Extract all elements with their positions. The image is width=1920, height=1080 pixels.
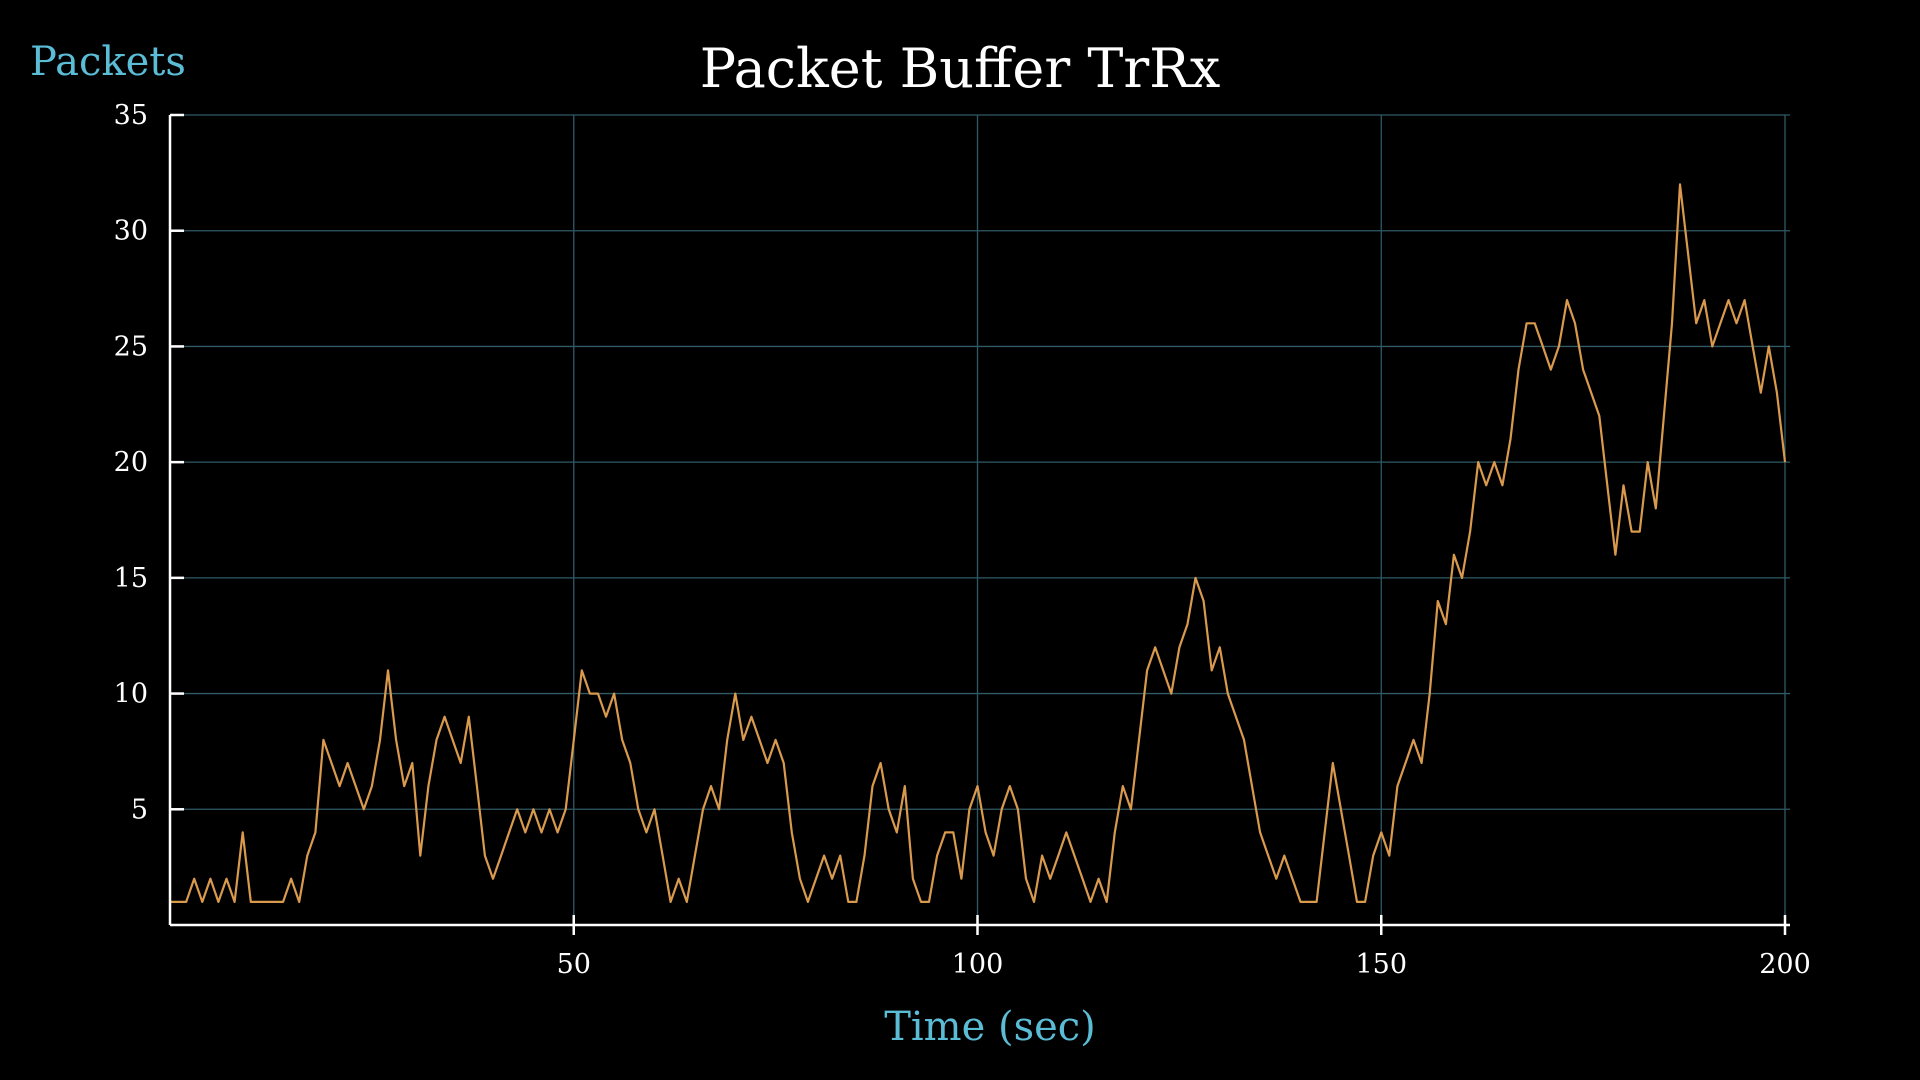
- axes: [168, 113, 1790, 935]
- series-layer: [170, 183, 1787, 903]
- y-tick-label: 15: [114, 563, 148, 594]
- y-tick-label: 25: [114, 331, 148, 362]
- y-tick-label: 5: [131, 794, 148, 825]
- y-axis-label: Packets: [30, 39, 186, 85]
- x-axis-label: Time (sec): [884, 1004, 1096, 1050]
- y-tick-label: 20: [114, 447, 148, 478]
- x-tick-label: 100: [952, 949, 1004, 980]
- series-line-0: [170, 183, 1787, 903]
- tick-labels: 50 100 150 200 5 10 15 20 25 30 35: [114, 100, 1811, 980]
- x-tick-label: 150: [1355, 949, 1407, 980]
- y-tick-label: 35: [114, 100, 148, 131]
- y-tick-label: 10: [114, 679, 148, 710]
- x-tick-label: 200: [1759, 949, 1811, 980]
- grid: [170, 114, 1790, 925]
- y-tick-label: 30: [114, 216, 148, 247]
- chart-title: Packet Buffer TrRx: [700, 37, 1221, 100]
- x-tick-label: 50: [557, 949, 591, 980]
